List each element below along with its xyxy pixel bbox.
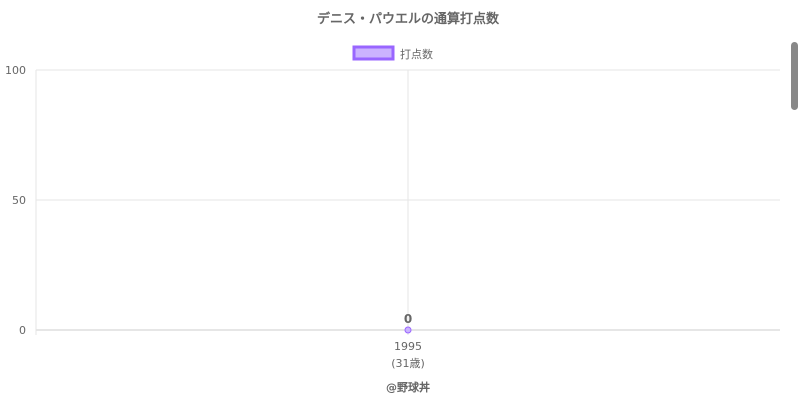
data-point (404, 326, 412, 334)
legend-label[interactable]: 打点数 (400, 47, 433, 61)
y-tick-label: 0 (19, 324, 26, 337)
y-tick-label: 100 (5, 64, 26, 77)
chart-title: デニス・パウエルの通算打点数 (317, 11, 500, 27)
category-sublabel: (31歳) (391, 357, 425, 370)
scrollbar[interactable] (791, 42, 798, 110)
y-tick-label: 50 (12, 194, 26, 207)
legend-swatch[interactable] (352, 45, 395, 61)
credit: @野球丼 (386, 380, 430, 394)
category-label: 1995 (394, 340, 422, 353)
data-label: 0 (404, 312, 412, 326)
